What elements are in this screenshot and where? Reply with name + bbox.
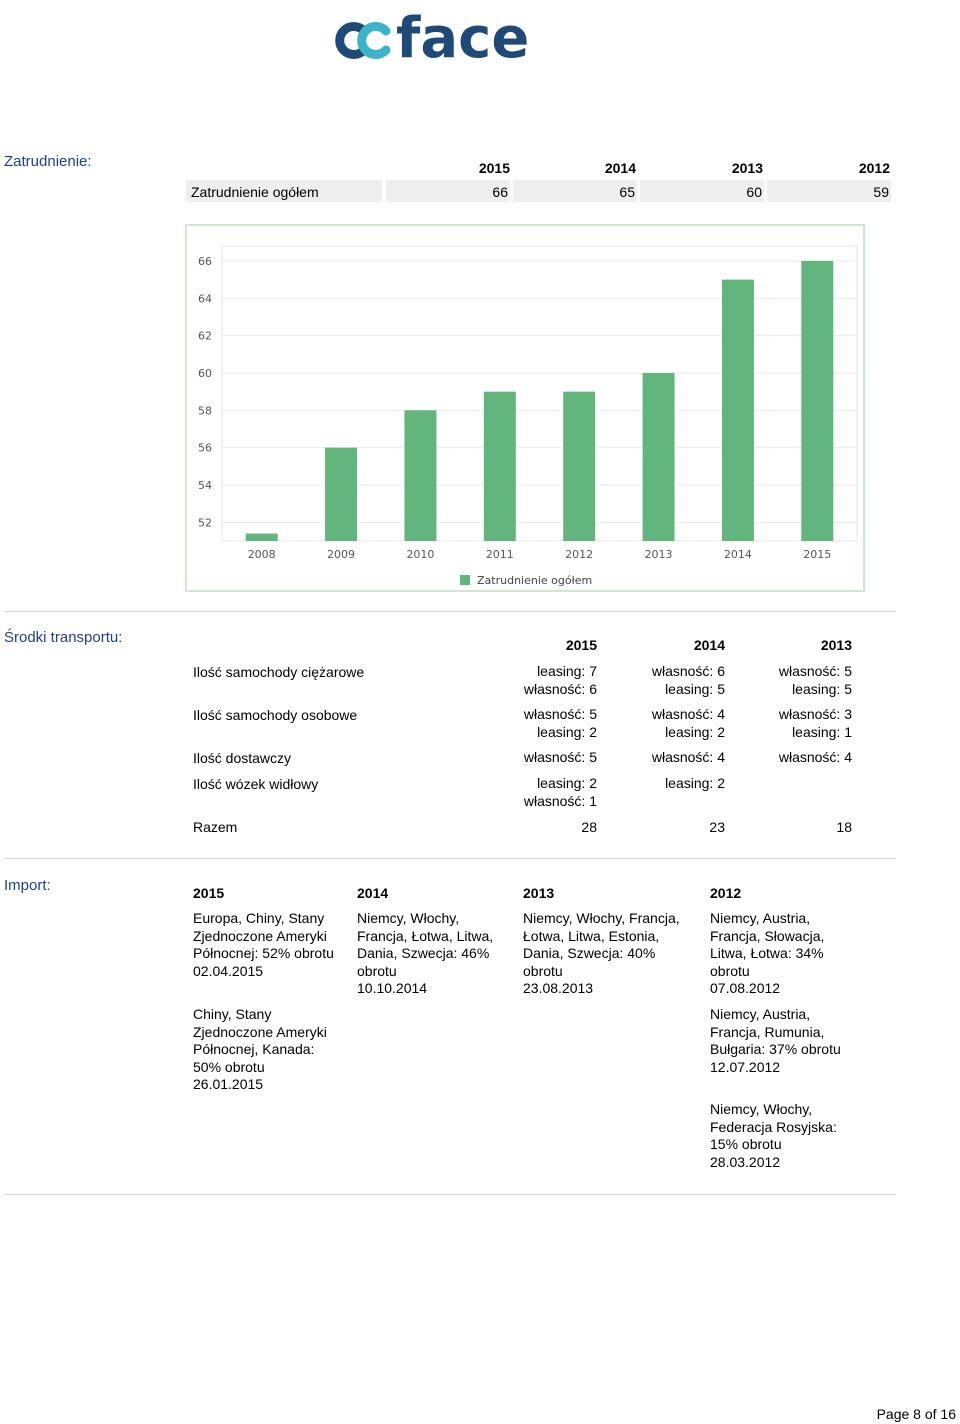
svg-text:face: face [396,6,529,66]
y-tick-label: 64 [198,292,212,305]
employment-chart-frame: 52 54 56 58 60 62 64 66 2008 2009 2010 2011 2012 2013… [185,224,865,592]
import-entry: Chiny, Stany Zjednoczone Ameryki Północnej… [193,1006,327,1092]
bar [325,447,358,541]
transport-total-2015: 28 [581,819,597,835]
employment-row-label: Zatrudnienie ogółem [191,184,319,200]
transport-row-label: Ilość samochody osobowe [193,707,358,723]
bar [245,533,278,541]
import-entry: Niemcy, Włochy, Francja, Łotwa, Litwa, Dan… [357,910,494,996]
transport-row-label: Ilość samochody ciężarowe [193,664,365,680]
employment-cell-2015 [386,180,510,202]
transport-cell: własność: 5 leasing: 2 [523,706,597,740]
transport-cell: własność: 4 leasing: 2 [651,706,725,740]
divider [4,858,896,859]
transport-total-label: Razem [193,819,238,835]
employment-year-2012: 2012 [858,160,890,176]
import-title: Import: [4,877,51,894]
transport-total-2014: 23 [709,819,725,835]
plot-area [221,245,858,542]
x-tick-label: 2011 [486,548,514,561]
transport-cell: własność: 4 [778,749,852,765]
legend-swatch [460,575,470,585]
employment-cell-2013 [640,180,764,202]
x-tick-label: 2013 [645,548,673,561]
bar [404,410,437,541]
transport-cell: leasing: 2 [665,775,725,791]
transport-row-label: Ilość dostawczy [193,750,292,766]
import-year-2013: 2013 [523,885,555,901]
employment-label-cell [186,180,382,202]
transport-year-2013: 2013 [820,637,852,653]
page-number: Page 8 of 16 [876,1406,956,1422]
import-entry: Europa, Chiny, Stany Zjednoczone Ameryki P… [193,910,334,979]
bar [642,372,675,541]
employment-cell-2012 [767,180,891,202]
divider [4,611,896,612]
transport-cell: leasing: 7 własność: 6 [523,663,597,697]
y-tick-label: 60 [198,367,212,380]
y-tick-label: 62 [198,330,212,343]
import-year-2014: 2014 [357,885,389,901]
y-tick-label: 52 [198,516,212,529]
x-tick-label: 2012 [565,548,593,561]
x-tick-label: 2010 [406,548,434,561]
transport-year-2015: 2015 [565,637,597,653]
bar [721,279,754,541]
coface-logo: face [330,0,570,71]
transport-cell: własność: 5 leasing: 5 [778,663,852,697]
employment-title: Zatrudnienie: [4,153,92,170]
employment-year-2013: 2013 [731,160,763,176]
employment-year-2015: 2015 [478,160,510,176]
employment-cell-2014 [513,180,637,202]
import-year-2012: 2012 [710,885,742,901]
transport-cell: własność: 6 leasing: 5 [651,663,725,697]
import-entry: Niemcy, Włochy, Federacja Rosyjska: 15% ob… [710,1101,837,1170]
x-tick-label: 2008 [248,548,276,561]
x-tick-label: 2014 [724,548,752,561]
y-tick-label: 66 [198,255,212,268]
transport-total-2013: 18 [836,819,852,835]
transport-title: Środki transportu: [4,629,123,646]
x-tick-label: 2015 [803,548,831,561]
x-tick-label: 2009 [327,548,355,561]
y-tick-label: 54 [198,479,212,492]
bar [563,391,596,541]
transport-cell: leasing: 2 własność: 1 [523,775,597,809]
transport-cell: własność: 5 [523,749,597,765]
divider [4,1194,896,1195]
transport-year-2014: 2014 [693,637,725,653]
bar [801,260,834,541]
y-tick-label: 56 [198,442,212,455]
employment-year-2014: 2014 [604,160,636,176]
employment-value-2014: 65 [619,184,635,200]
transport-cell: własność: 3 leasing: 1 [778,706,852,740]
legend-label: Zatrudnienie ogółem [477,574,592,587]
transport-cell: własność: 4 [651,749,725,765]
employment-value-2015: 66 [492,184,508,200]
y-tick-label: 58 [198,404,212,417]
import-year-2015: 2015 [193,885,225,901]
employment-value-2012: 59 [873,184,889,200]
import-entry: Niemcy, Austria, Francja, Rumunia, Bułgari… [710,1006,841,1075]
employment-value-2013: 60 [746,184,762,200]
bar [483,391,516,541]
import-entry: Niemcy, Włochy, Francja, Łotwa, Litwa, Es… [523,910,680,996]
employment-chart: 52 54 56 58 60 62 64 66 2008 2009 2010 2011 2012 2013… [198,245,858,587]
transport-row-label: Ilość wózek widłowy [193,776,319,792]
import-entry: Niemcy, Austria, Francja, Słowacja, Litwa,… [710,910,825,996]
